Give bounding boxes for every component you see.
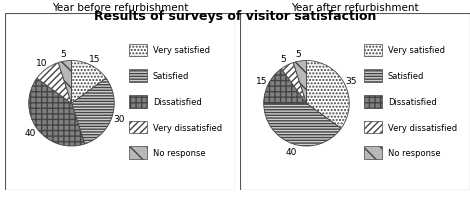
Text: No response: No response — [153, 149, 205, 158]
Text: Dissatisfied: Dissatisfied — [153, 97, 202, 106]
FancyBboxPatch shape — [129, 96, 147, 108]
FancyBboxPatch shape — [364, 147, 382, 159]
Text: 15: 15 — [256, 76, 267, 85]
FancyBboxPatch shape — [364, 121, 382, 134]
Text: 10: 10 — [36, 59, 47, 68]
Text: 15: 15 — [89, 55, 100, 63]
Text: Very dissatisfied: Very dissatisfied — [153, 123, 222, 132]
Text: Results of surveys of visitor satisfaction: Results of surveys of visitor satisfacti… — [94, 10, 376, 23]
Wedge shape — [29, 79, 85, 146]
Text: 30: 30 — [114, 115, 125, 124]
Text: No response: No response — [388, 149, 440, 158]
FancyBboxPatch shape — [364, 70, 382, 83]
Wedge shape — [293, 61, 306, 104]
Text: 35: 35 — [346, 76, 357, 85]
FancyBboxPatch shape — [240, 14, 470, 190]
Wedge shape — [264, 104, 341, 146]
Text: 5: 5 — [61, 50, 66, 59]
FancyBboxPatch shape — [129, 70, 147, 83]
Text: Satisfied: Satisfied — [153, 72, 189, 81]
FancyBboxPatch shape — [5, 14, 235, 190]
Text: Dissatisfied: Dissatisfied — [388, 97, 437, 106]
Wedge shape — [282, 63, 306, 104]
FancyBboxPatch shape — [129, 44, 147, 57]
Title: Year after refurbishment: Year after refurbishment — [291, 3, 419, 13]
FancyBboxPatch shape — [129, 147, 147, 159]
Text: Very satisfied: Very satisfied — [388, 46, 445, 55]
Text: Very satisfied: Very satisfied — [153, 46, 210, 55]
Wedge shape — [58, 61, 71, 104]
FancyBboxPatch shape — [364, 96, 382, 108]
Text: Very dissatisfied: Very dissatisfied — [388, 123, 457, 132]
Wedge shape — [264, 69, 306, 104]
Text: 5: 5 — [281, 55, 286, 63]
Text: 40: 40 — [285, 147, 297, 156]
Title: Year before refurbishment: Year before refurbishment — [52, 3, 188, 13]
Text: 5: 5 — [296, 50, 301, 59]
Text: Satisfied: Satisfied — [388, 72, 424, 81]
FancyBboxPatch shape — [129, 121, 147, 134]
Wedge shape — [71, 79, 114, 144]
Wedge shape — [306, 61, 349, 129]
Wedge shape — [71, 61, 106, 104]
Wedge shape — [37, 63, 71, 104]
FancyBboxPatch shape — [364, 44, 382, 57]
Text: 40: 40 — [25, 129, 36, 138]
